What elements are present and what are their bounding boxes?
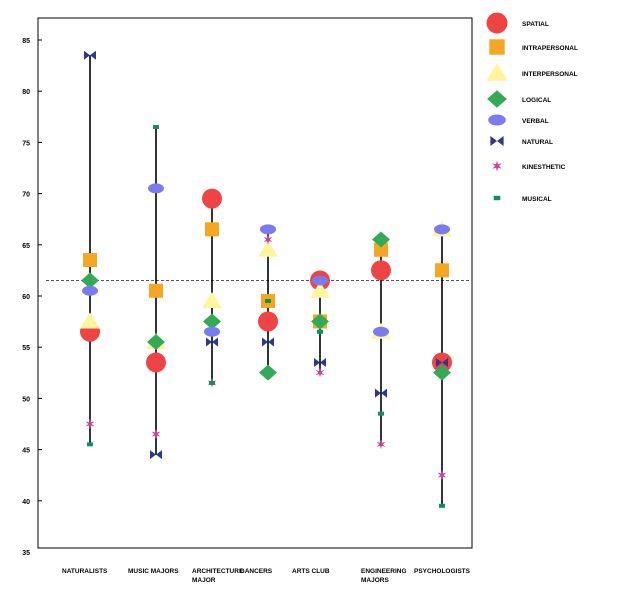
x-category-label: DANCERS — [240, 568, 273, 575]
legend-label-logical: LOGICAL — [522, 97, 551, 104]
legend-marker-interpersonal — [486, 63, 508, 81]
plot-area-frame — [37, 17, 473, 549]
point-verbal-6 — [373, 326, 389, 337]
legend-label-kinesthetic: KINESTHETIC — [522, 164, 566, 171]
x-category-label: NATURALISTS — [62, 568, 108, 575]
legend-marker-verbal — [488, 114, 506, 126]
y-tick-label: 45 — [22, 448, 30, 455]
legend-marker-natural — [490, 136, 504, 146]
point-natural-5 — [314, 357, 326, 367]
point-spatial-6 — [371, 260, 391, 281]
legend-label-spatial: SPATIAL — [522, 21, 549, 28]
point-kinesthetic-4 — [263, 234, 273, 245]
point-verbal-5 — [312, 275, 328, 286]
legend-label-interpersonal: INTERPERSONAL — [522, 71, 578, 78]
point-logical-6 — [372, 231, 390, 248]
point-interpersonal-5 — [310, 281, 330, 298]
y-tick-label: 80 — [22, 89, 30, 96]
point-musical-2 — [153, 124, 159, 129]
point-musical-3 — [209, 380, 215, 385]
point-interpersonal-1 — [80, 312, 100, 329]
y-tick-label: 70 — [22, 192, 30, 199]
point-kinesthetic-7 — [437, 470, 447, 481]
point-musical-5 — [317, 329, 323, 334]
y-tick-label: 75 — [22, 140, 30, 147]
x-category-label: ARTS CLUB — [292, 568, 330, 575]
legend-label-musical: MUSICAL — [522, 196, 552, 203]
data-points — [80, 50, 452, 508]
point-intrapersonal-6 — [374, 242, 388, 257]
point-kinesthetic-5 — [315, 367, 325, 378]
point-intrapersonal-2 — [149, 283, 163, 298]
y-tick-label: 60 — [22, 294, 30, 301]
point-spatial-4 — [258, 311, 278, 332]
point-musical-7 — [439, 503, 445, 508]
y-tick-label: 50 — [22, 396, 30, 403]
legend-marker-intrapersonal — [489, 39, 505, 55]
legend-marker-logical — [487, 90, 507, 108]
legend-label-natural: NATURAL — [522, 139, 553, 146]
y-tick-label: 65 — [22, 243, 30, 250]
point-kinesthetic-2 — [151, 429, 161, 440]
x-category-label: PSYCHOLOGISTS — [414, 568, 471, 575]
point-kinesthetic-1 — [85, 418, 95, 429]
point-interpersonal-3 — [202, 292, 222, 308]
point-natural-1 — [84, 50, 96, 60]
point-logical-5 — [311, 313, 329, 330]
point-natural-6 — [375, 388, 387, 398]
point-logical-2 — [147, 333, 165, 350]
legend: SPATIAL INTRAPERSONAL INTERPERSONAL LOGICAL… — [486, 12, 578, 203]
point-spatial-3 — [202, 188, 222, 209]
point-logical-1 — [81, 272, 99, 289]
point-logical-3 — [203, 313, 221, 330]
point-natural-2 — [150, 450, 162, 460]
x-category-label: ARCHITECTURE MAJOR — [192, 568, 244, 584]
point-verbal-7 — [434, 224, 450, 235]
point-verbal-1 — [82, 285, 98, 296]
legend-marker-spatial — [486, 12, 508, 34]
y-axis: 35 40 45 50 55 60 65 70 75 80 85 — [22, 38, 42, 557]
x-category-label: ENGINEERING MAJORS — [361, 568, 407, 584]
x-category-label: MUSIC MAJORS — [128, 568, 179, 575]
point-natural-7 — [436, 357, 448, 367]
point-musical-4 — [265, 299, 271, 303]
x-axis-labels: NATURALISTS MUSIC MAJORS ARCHITECTURE MAJOR… — [62, 568, 471, 584]
legend-label-intrapersonal: INTRAPERSONAL — [522, 45, 578, 52]
point-logical-4 — [259, 364, 277, 381]
point-intrapersonal-1 — [83, 253, 97, 268]
point-spatial-2 — [146, 352, 166, 373]
point-verbal-2 — [148, 183, 164, 194]
legend-marker-musical — [493, 195, 501, 201]
point-natural-4 — [262, 337, 274, 347]
point-intrapersonal-3 — [205, 222, 219, 237]
point-musical-6 — [378, 411, 384, 416]
legend-label-verbal: VERBAL — [522, 118, 549, 125]
point-verbal-3 — [204, 326, 220, 337]
y-tick-label: 55 — [22, 345, 30, 352]
point-verbal-4 — [260, 224, 276, 235]
y-tick-label: 35 — [22, 550, 30, 557]
point-interpersonal-4 — [258, 240, 278, 257]
point-logical-7 — [433, 364, 451, 381]
y-tick-label: 40 — [22, 499, 30, 506]
point-natural-3 — [206, 337, 218, 347]
y-tick-label: 85 — [22, 38, 30, 45]
point-musical-1 — [87, 442, 93, 447]
point-intrapersonal-7 — [435, 263, 449, 278]
legend-marker-kinesthetic — [492, 160, 502, 172]
point-kinesthetic-6 — [376, 439, 386, 450]
